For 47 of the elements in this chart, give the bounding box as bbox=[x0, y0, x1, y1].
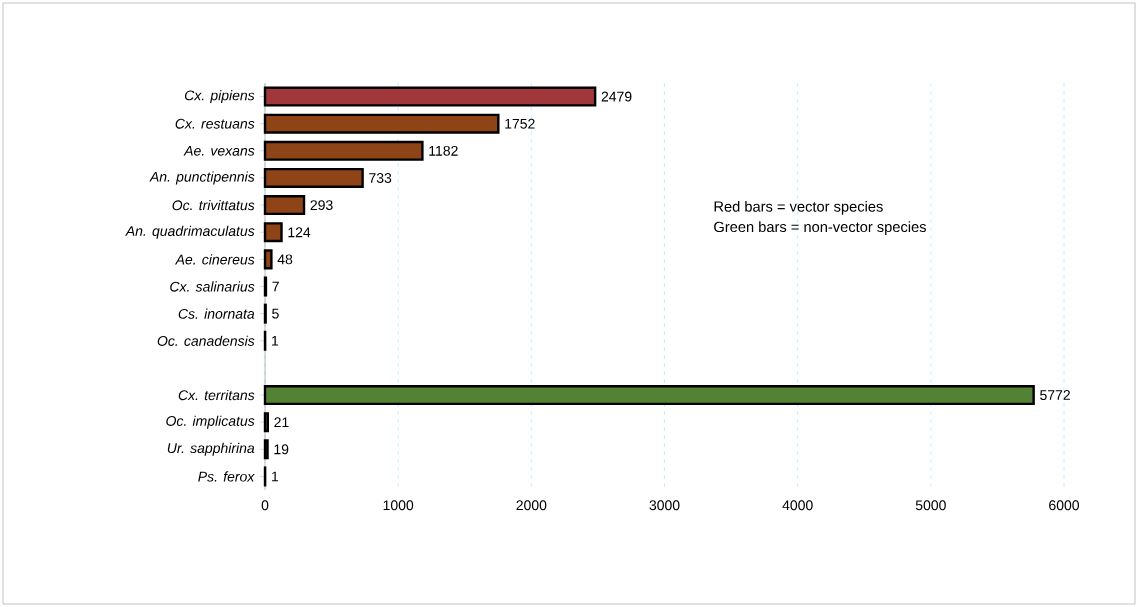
data-label: 48 bbox=[277, 254, 293, 265]
x-tick-label: 0 bbox=[261, 500, 269, 511]
bar bbox=[263, 140, 424, 161]
y-tick-label: Ur. sapphirina bbox=[167, 442, 255, 456]
y-tick-label: An. punctipennis bbox=[149, 171, 255, 185]
y-tick-label: An. quadrimaculatus bbox=[125, 225, 255, 239]
y-tick-label: Cx. territans bbox=[178, 389, 255, 401]
y-tick-label: Ps. ferox bbox=[198, 471, 255, 482]
x-tick-label: 2000 bbox=[516, 500, 547, 511]
y-tick-label: Cx. pipiens bbox=[184, 90, 255, 104]
data-label: 21 bbox=[274, 417, 289, 428]
bar bbox=[263, 385, 1035, 406]
x-tick-label: 3000 bbox=[649, 500, 680, 511]
data-label: 7 bbox=[272, 281, 279, 292]
bar bbox=[263, 167, 364, 188]
x-tick-label: 4000 bbox=[782, 500, 813, 511]
data-label: 1182 bbox=[429, 145, 458, 156]
bar bbox=[263, 412, 269, 433]
bar bbox=[263, 86, 597, 107]
y-tick-label: Ae. vexans bbox=[183, 145, 255, 156]
y-tick-label: Cs. inornata bbox=[178, 308, 255, 319]
annotation: Green bars = non-vector species bbox=[714, 221, 926, 235]
y-tick-label: Cx. restuans bbox=[175, 118, 255, 129]
data-label: 124 bbox=[288, 227, 311, 238]
bar bbox=[263, 439, 269, 460]
annotation: Red bars = vector species bbox=[714, 200, 883, 215]
y-tick-label: Oc. canadensis bbox=[157, 335, 255, 346]
y-tick-label: Ae. cinereus bbox=[174, 254, 255, 265]
data-label: 733 bbox=[369, 173, 392, 183]
data-label: 5772 bbox=[1040, 390, 1070, 400]
data-label: 2479 bbox=[601, 91, 632, 102]
y-tick-label: Oc. trivittatus bbox=[172, 199, 255, 211]
x-tick-label: 5000 bbox=[915, 500, 946, 511]
data-label: 5 bbox=[272, 308, 279, 319]
x-tick-label: 1000 bbox=[383, 500, 414, 511]
data-label: 1752 bbox=[505, 118, 535, 129]
data-label: 19 bbox=[274, 444, 289, 455]
data-label: 1 bbox=[272, 471, 279, 482]
data-label: 1 bbox=[272, 335, 279, 346]
x-tick-label: 6000 bbox=[1049, 500, 1080, 511]
bar bbox=[263, 222, 283, 243]
bar bbox=[263, 113, 500, 134]
bar bbox=[263, 249, 273, 270]
bar bbox=[263, 195, 306, 216]
y-tick-label: Cx. salinarius bbox=[170, 281, 255, 292]
y-tick-label: Oc. implicatus bbox=[166, 415, 255, 429]
data-label: 293 bbox=[310, 200, 333, 211]
